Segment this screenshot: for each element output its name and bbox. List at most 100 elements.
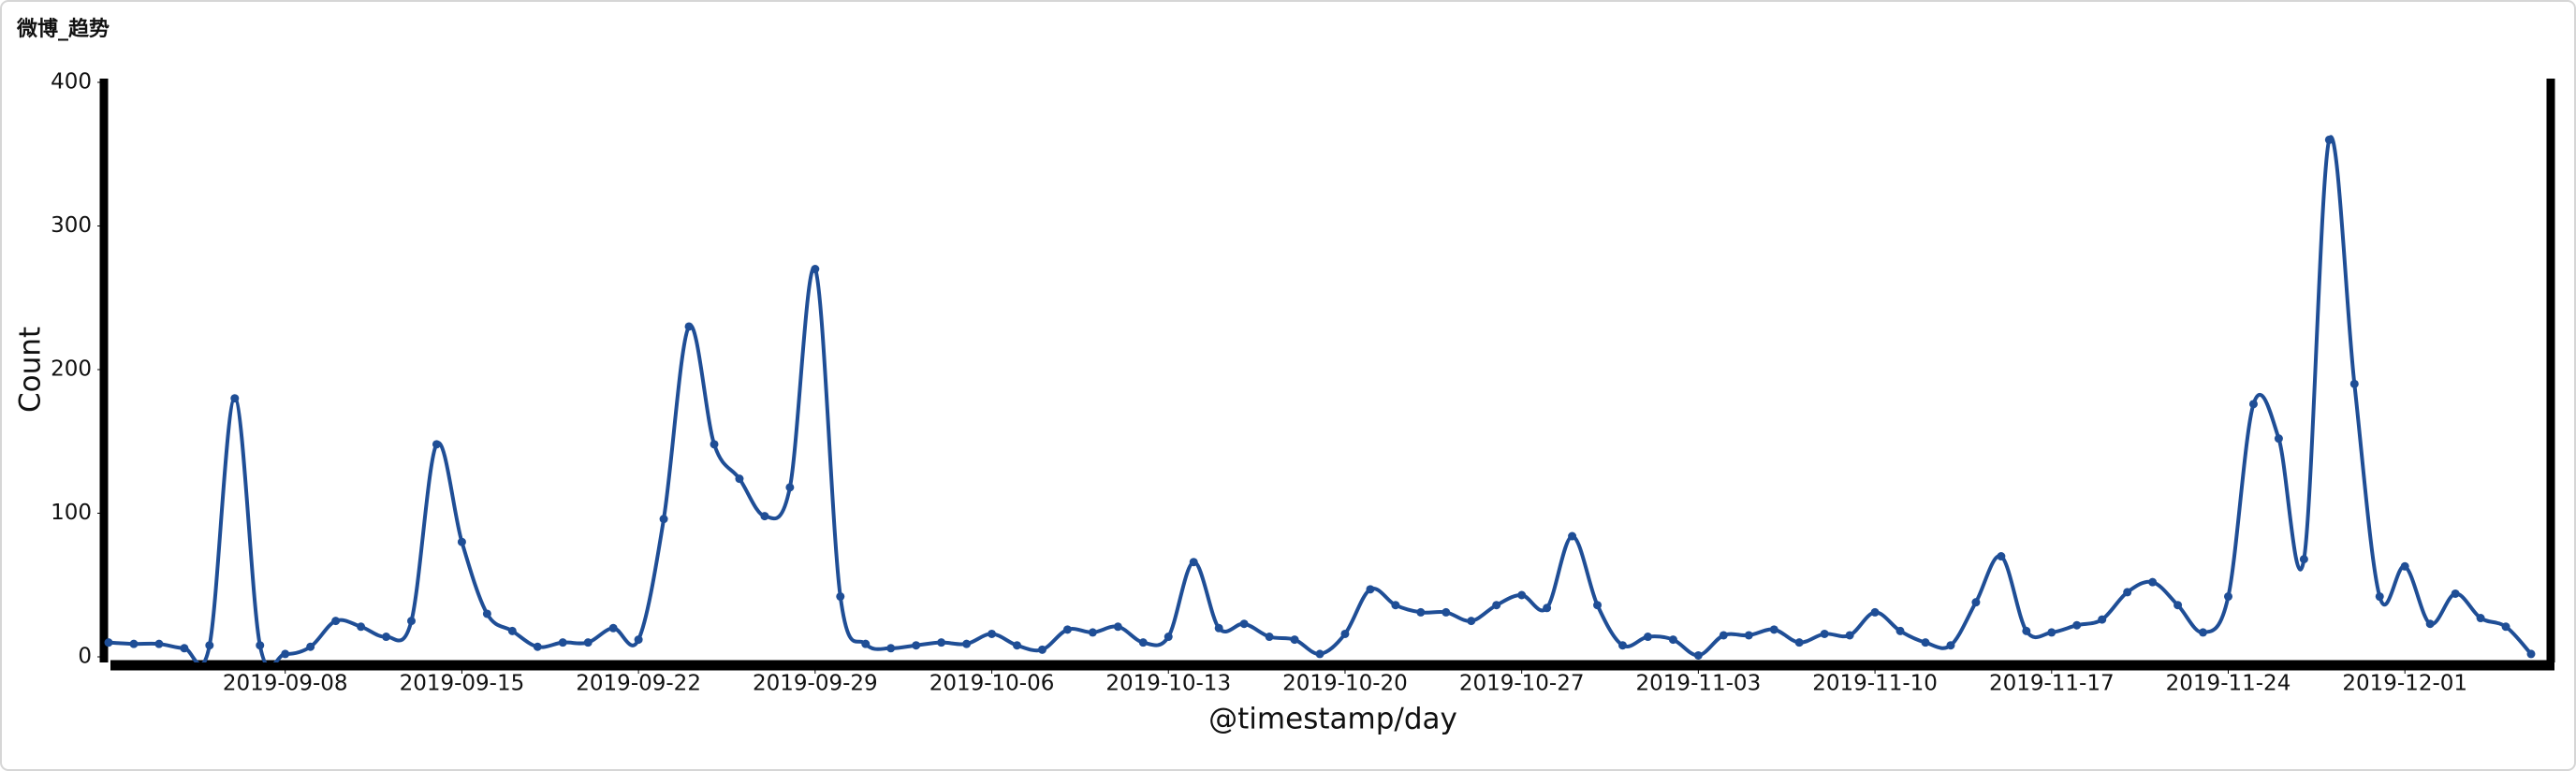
point: [735, 474, 744, 484]
x-tick-label: 2019-11-03: [1636, 672, 1762, 696]
point: [1744, 631, 1753, 640]
point: [306, 642, 315, 651]
x-tick-label: 2019-11-24: [2166, 672, 2291, 696]
y-tick-label: 0: [78, 645, 92, 669]
point: [382, 633, 391, 642]
point: [104, 638, 113, 647]
point: [785, 483, 795, 492]
point: [1593, 601, 1603, 610]
point: [608, 623, 618, 633]
point: [1668, 635, 1677, 645]
point: [937, 638, 946, 647]
point: [154, 639, 164, 648]
point: [2224, 592, 2232, 602]
point: [861, 639, 871, 648]
point: [659, 515, 668, 524]
point: [811, 265, 820, 274]
point: [2174, 601, 2183, 610]
y-tick-label: 200: [51, 357, 92, 382]
point: [2098, 615, 2107, 624]
point: [1088, 628, 1097, 637]
point: [256, 641, 265, 650]
point: [1895, 626, 1905, 635]
point: [836, 592, 845, 602]
point: [507, 626, 517, 635]
point: [2022, 626, 2031, 635]
point: [1971, 598, 1981, 607]
point: [1643, 633, 1652, 642]
point: [1820, 629, 1829, 638]
point: [533, 642, 542, 651]
point: [2299, 555, 2308, 564]
point: [583, 638, 593, 647]
point: [2199, 628, 2208, 637]
point: [1189, 558, 1198, 567]
x-tick-label: 2019-10-06: [929, 672, 1055, 696]
point: [1138, 638, 1148, 647]
point: [1568, 531, 1577, 541]
point: [1719, 631, 1728, 640]
point: [1442, 607, 1451, 617]
point: [1492, 601, 1501, 610]
point: [1366, 585, 1375, 594]
point: [2274, 434, 2283, 444]
point: [886, 644, 896, 653]
point: [760, 512, 769, 521]
point: [457, 537, 466, 546]
plot-area: [104, 135, 2536, 662]
x-axis-label: @timestamp/day: [1208, 703, 1457, 736]
point: [558, 638, 567, 647]
point: [357, 622, 366, 632]
point: [1290, 635, 1299, 645]
point: [1164, 633, 1173, 642]
point: [2451, 589, 2460, 598]
point: [2123, 588, 2132, 597]
point: [710, 440, 719, 449]
x-tick-label: 2019-09-29: [753, 672, 878, 696]
chart-title: 微博_趋势: [16, 17, 110, 41]
point: [230, 394, 240, 403]
x-tick-label: 2019-10-20: [1282, 672, 1408, 696]
point: [1794, 638, 1804, 647]
point: [180, 644, 189, 653]
point: [1845, 631, 1854, 640]
point: [1113, 622, 1122, 632]
point: [1467, 617, 1476, 626]
y-tick-label: 300: [51, 213, 92, 238]
point: [2324, 135, 2334, 144]
point: [2148, 577, 2158, 587]
point: [1062, 625, 1072, 634]
point: [2501, 622, 2510, 632]
point: [1618, 641, 1627, 650]
point: [1037, 645, 1046, 654]
point: [1315, 649, 1325, 659]
point: [1997, 552, 2006, 561]
point: [2375, 592, 2384, 602]
x-tick-label: 2019-11-17: [1989, 672, 2115, 696]
point: [1265, 633, 1274, 642]
point: [2400, 561, 2409, 571]
point: [684, 322, 694, 331]
point: [1693, 650, 1703, 660]
y-tick-label: 400: [51, 70, 92, 95]
point: [2349, 379, 2359, 388]
point: [1239, 619, 1249, 629]
point: [2526, 649, 2536, 659]
x-tick-label: 2019-12-01: [2342, 672, 2467, 696]
point: [281, 649, 290, 659]
point: [2476, 614, 2485, 623]
point: [1340, 629, 1350, 638]
point: [2047, 628, 2056, 637]
x-tick-label: 2019-10-13: [1105, 672, 1231, 696]
point: [1416, 607, 1426, 617]
point: [912, 641, 921, 650]
point: [2425, 619, 2435, 629]
point: [1013, 641, 1021, 650]
point: [988, 629, 997, 638]
point: [129, 639, 139, 648]
point: [1769, 625, 1778, 634]
x-tick-label: 2019-09-15: [400, 672, 525, 696]
point: [2072, 620, 2082, 630]
